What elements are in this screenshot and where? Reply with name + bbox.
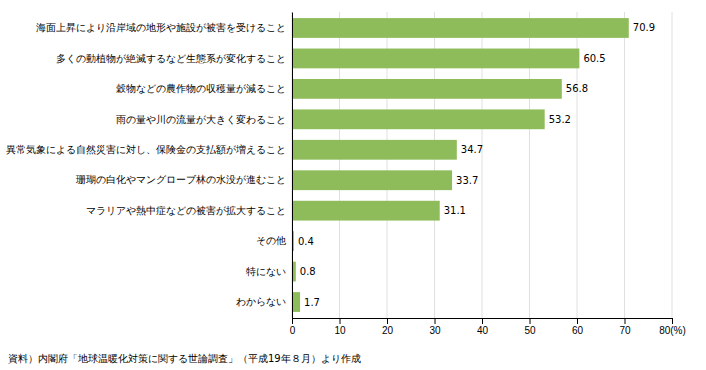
tick: 50 — [524, 318, 536, 336]
bar — [292, 49, 579, 69]
axis-line — [293, 319, 673, 325]
tick-label: マラリアや熱中症などの被害が拡大すること — [86, 205, 286, 216]
tick: 20 — [382, 318, 394, 336]
data-label: 56.8 — [566, 83, 588, 94]
tick-mark — [577, 318, 578, 324]
tick-label: わからない — [236, 296, 286, 307]
tick: 特にない — [246, 266, 286, 277]
data-label: 53.2 — [549, 114, 571, 125]
tick: 30 — [429, 318, 441, 336]
chart: 0 10 20 30 40 50 60 70 80(%) 海面上昇により沿岸域の地形や施設が被害を… — [0, 0, 706, 370]
tick-label: 珊瑚の白化やマングローブ林の水没が進むこと — [76, 174, 286, 185]
tick: 80(%) — [659, 318, 686, 336]
bar — [292, 18, 629, 38]
tick-label: 60 — [572, 325, 584, 336]
bar — [292, 140, 457, 160]
tick-mark — [292, 318, 293, 324]
data-label: 0.4 — [298, 236, 314, 247]
tick-label: 穀物などの農作物の収穫量が減ること — [116, 83, 286, 94]
tick: 海面上昇により沿岸域の地形や施設が被害を受けること — [36, 22, 286, 33]
grid-line — [292, 12, 293, 318]
tick: 雨の量や川の流量が大きく変わること — [116, 114, 286, 125]
tick-label: 海面上昇により沿岸域の地形や施設が被害を受けること — [36, 22, 286, 33]
tick: 40 — [477, 318, 489, 336]
tick: 多くの動植物が絶滅するなど生態系が変化すること — [56, 53, 286, 64]
tick: 穀物などの農作物の収穫量が減ること — [116, 83, 286, 94]
bar — [292, 79, 562, 99]
tick-label: 30 — [429, 325, 441, 336]
tick-label: 雨の量や川の流量が大きく変わること — [116, 114, 286, 125]
data-label: 0.8 — [300, 266, 316, 277]
bar — [292, 170, 452, 190]
footnote: 資料）内閣府「地球温暖化対策に関する世論調査」（平成19年８月）より作成 — [8, 353, 361, 364]
tick: 異常気象による自然災害に対し、保険金の支払額が増えること — [6, 144, 286, 155]
tick-label: 50 — [524, 325, 536, 336]
tick: 0 — [290, 318, 296, 336]
tick: その他 — [256, 235, 286, 246]
tick-mark — [482, 318, 483, 324]
data-label: 31.1 — [444, 205, 466, 216]
bars — [292, 18, 629, 312]
grid-line — [672, 12, 673, 318]
data-label: 70.9 — [633, 22, 655, 33]
data-label: 34.7 — [461, 144, 483, 155]
data-labels: 70.9 60.5 56.8 53.2 34.7 33.7 31.1 0.4 0.8 1.7 — [298, 22, 655, 307]
x-axis: 0 10 20 30 40 50 60 70 80(%) — [290, 318, 686, 336]
tick: 70 — [619, 318, 631, 336]
tick-label: 異常気象による自然災害に対し、保険金の支払額が増えること — [6, 144, 286, 155]
grid — [292, 12, 672, 318]
tick: 10 — [334, 318, 346, 336]
tick-mark — [625, 318, 626, 324]
tick: マラリアや熱中症などの被害が拡大すること — [86, 205, 286, 216]
tick-label: 20 — [382, 325, 394, 336]
tick-mark — [387, 318, 388, 324]
bar — [292, 292, 300, 312]
tick-label: 70 — [619, 325, 631, 336]
data-label: 33.7 — [456, 175, 478, 186]
axis-line — [292, 13, 293, 319]
tick: わからない — [236, 296, 286, 307]
data-label: 60.5 — [583, 53, 605, 64]
tick-label: 0 — [290, 325, 296, 336]
tick-label: 10 — [334, 325, 346, 336]
tick-mark — [672, 318, 673, 324]
tick-label: 特にない — [246, 266, 286, 277]
tick-label: その他 — [256, 235, 286, 246]
bar — [292, 201, 440, 221]
tick-mark — [530, 318, 531, 324]
tick: 珊瑚の白化やマングローブ林の水没が進むこと — [76, 174, 286, 185]
tick-label: 多くの動植物が絶滅するなど生態系が変化すること — [56, 53, 286, 64]
plot: 0 10 20 30 40 50 60 70 80(%) 海面上昇により沿岸域の地形や施設が被害を… — [6, 12, 686, 336]
tick-mark — [435, 318, 436, 324]
tick-label: 40 — [477, 325, 489, 336]
tick-label: 80(%) — [659, 325, 686, 336]
y-axis: 海面上昇により沿岸域の地形や施設が被害を受けること多くの動植物が絶滅するなど生態… — [6, 13, 293, 319]
tick: 60 — [572, 318, 584, 336]
data-label: 1.7 — [304, 297, 320, 308]
grid-line — [624, 12, 625, 318]
bar — [292, 109, 545, 129]
tick-mark — [340, 318, 341, 324]
